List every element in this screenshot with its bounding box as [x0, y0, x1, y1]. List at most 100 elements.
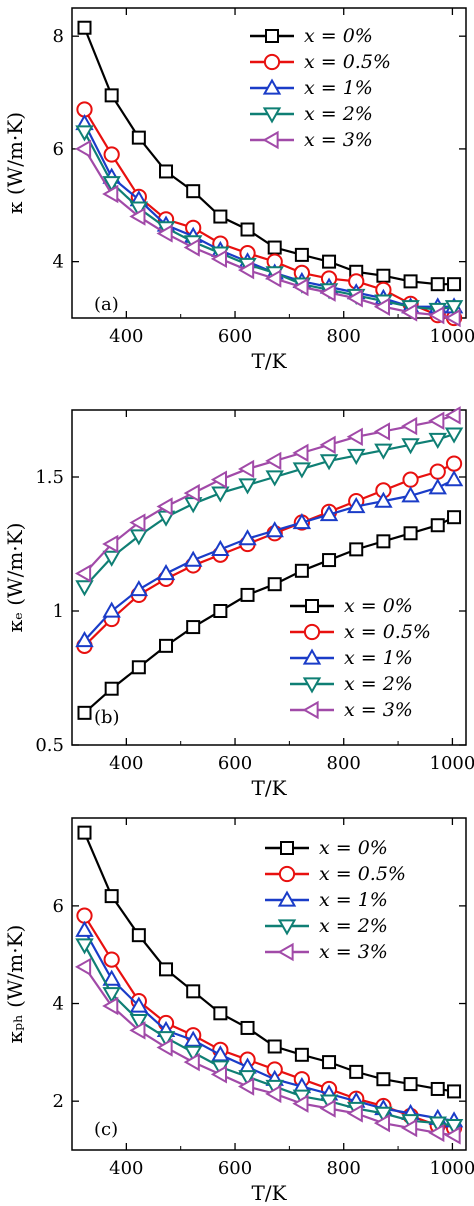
- y-tick-label: 4: [53, 994, 64, 1015]
- x-tick-label: 400: [109, 753, 143, 774]
- data-point: [77, 705, 92, 720]
- data-point: [376, 268, 391, 283]
- data-point: [319, 1099, 336, 1118]
- x-tick-label: 800: [327, 326, 361, 347]
- legend-marker: [263, 53, 281, 71]
- data-point: [104, 88, 119, 103]
- legend-label: x = 0.5%: [344, 621, 431, 643]
- x-axis-label: T/K: [251, 1181, 287, 1205]
- data-point: [104, 889, 119, 904]
- data-point: [346, 427, 363, 447]
- data-point: [156, 1031, 176, 1048]
- data-point: [429, 463, 446, 480]
- x-tick-label: 800: [327, 1158, 361, 1179]
- x-tick-label: 1000: [430, 1158, 474, 1179]
- data-point: [444, 406, 461, 425]
- data-point: [403, 274, 418, 289]
- data-point: [374, 1106, 393, 1123]
- y-tick-label: 2: [53, 1091, 64, 1112]
- panel-label: (c): [94, 1119, 118, 1140]
- legend-marker: [277, 942, 294, 962]
- data-point: [238, 1070, 257, 1087]
- data-point: [267, 240, 282, 255]
- data-point: [75, 938, 94, 955]
- data-point: [444, 300, 464, 317]
- data-point: [213, 604, 228, 618]
- data-point: [129, 580, 149, 597]
- series-3: [75, 938, 464, 1136]
- data-point: [428, 478, 447, 495]
- data-point: [346, 289, 363, 308]
- data-point: [129, 207, 146, 226]
- data-point: [238, 529, 257, 546]
- x-tick-label: 1000: [430, 326, 474, 347]
- data-point: [401, 303, 418, 322]
- data-point: [186, 184, 201, 199]
- data-point: [238, 1077, 255, 1096]
- data-point: [444, 308, 461, 328]
- data-point: [294, 563, 309, 578]
- data-point: [265, 269, 282, 288]
- legend-marker: [302, 648, 322, 665]
- data-point: [319, 454, 339, 471]
- data-point: [292, 277, 309, 297]
- series-0: [77, 825, 462, 1099]
- series-2: [75, 470, 464, 648]
- data-point: [159, 638, 174, 653]
- legend-marker: [305, 599, 319, 613]
- data-point: [374, 491, 393, 508]
- y-tick-label: 8: [53, 26, 64, 47]
- data-point: [428, 411, 445, 430]
- series-4: [74, 139, 461, 328]
- data-point: [131, 130, 146, 145]
- data-point: [129, 1021, 146, 1040]
- data-point: [322, 1055, 337, 1070]
- data-point: [373, 297, 391, 316]
- data-point: [322, 553, 337, 568]
- data-point: [102, 176, 121, 193]
- y-tick-label: 6: [53, 896, 64, 917]
- data-point: [292, 443, 309, 463]
- data-point: [102, 534, 119, 554]
- legend-marker: [265, 29, 279, 43]
- data-point: [401, 416, 418, 436]
- legend-label: x = 1%: [344, 647, 413, 669]
- data-point: [210, 470, 227, 489]
- data-point: [265, 521, 284, 538]
- data-point: [104, 681, 119, 696]
- data-point: [428, 1123, 445, 1143]
- legend-marker: [302, 677, 322, 694]
- data-point: [75, 580, 94, 597]
- data-point: [75, 920, 94, 937]
- data-point: [349, 542, 364, 557]
- legend-marker: [262, 130, 279, 150]
- data-point: [238, 260, 255, 280]
- data-point: [346, 1104, 363, 1123]
- data-point: [447, 1084, 462, 1099]
- data-point: [402, 471, 419, 488]
- series-line: [83, 414, 455, 575]
- plot-frame: [71, 817, 467, 1151]
- data-point: [129, 996, 149, 1013]
- data-point: [319, 505, 339, 522]
- y-axis-label: κ (W/m·K): [3, 112, 27, 214]
- legend-label: x = 3%: [304, 129, 373, 151]
- data-point: [159, 164, 174, 179]
- data-point: [74, 139, 92, 159]
- data-point: [401, 486, 420, 503]
- legend: x = 0% x = 0.5% x = 1% x = 2% x = 3%: [265, 837, 406, 963]
- data-point: [75, 630, 94, 648]
- legend-label: x = 0%: [304, 25, 373, 47]
- series-0: [77, 510, 462, 720]
- legend-label: x = 0.5%: [319, 863, 406, 885]
- data-point: [156, 563, 176, 581]
- data-point: [447, 510, 462, 525]
- data-point: [103, 146, 120, 163]
- legend-marker: [278, 865, 296, 883]
- legend-label: x = 3%: [344, 699, 413, 721]
- data-point: [102, 969, 121, 986]
- data-point: [294, 247, 309, 262]
- legend-marker: [280, 841, 294, 855]
- x-tick-label: 600: [218, 1158, 252, 1179]
- data-point: [156, 497, 173, 516]
